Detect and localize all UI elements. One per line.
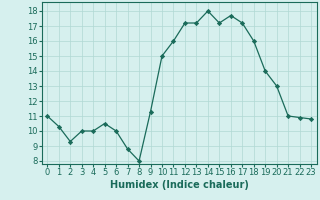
X-axis label: Humidex (Indice chaleur): Humidex (Indice chaleur) <box>110 180 249 190</box>
